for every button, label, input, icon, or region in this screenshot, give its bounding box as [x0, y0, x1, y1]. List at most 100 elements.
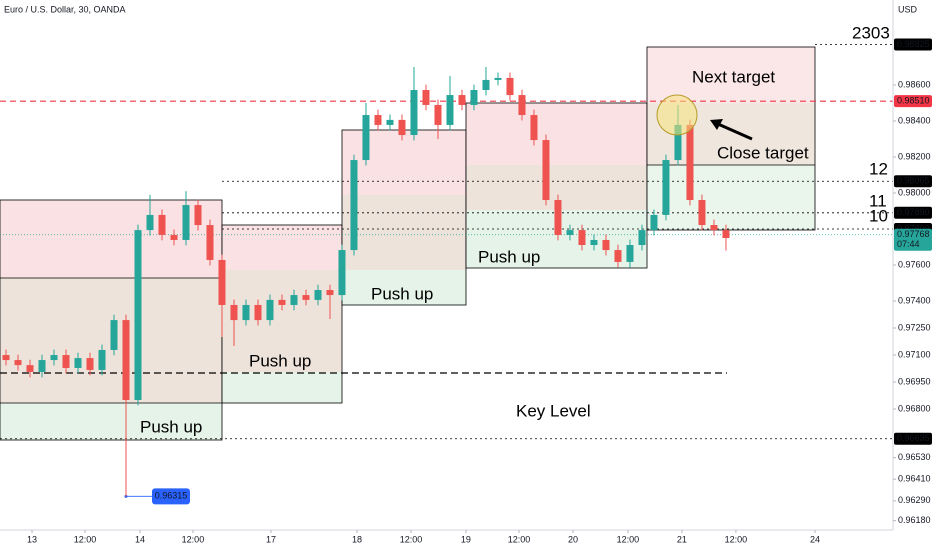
last-price-bg — [894, 228, 932, 251]
currency: USD — [898, 4, 918, 14]
annotation: Next target — [692, 67, 775, 86]
candle-body — [206, 225, 214, 260]
candle-body — [266, 299, 274, 321]
candle-body — [698, 200, 706, 226]
candle-body — [122, 320, 130, 401]
candle-body — [398, 119, 406, 136]
candle-body — [554, 200, 562, 235]
candle-body — [2, 355, 10, 361]
candle-body — [566, 230, 574, 235]
price-label-bg — [894, 206, 932, 219]
candle-body — [194, 205, 202, 226]
y-tick-label: 0.98000 — [898, 187, 931, 197]
y-tick-label: 0.98400 — [898, 115, 931, 125]
candle-body — [86, 358, 94, 370]
y-tick-label: 0.96950 — [898, 376, 931, 386]
candle-body — [422, 90, 430, 105]
candle-body — [518, 95, 526, 116]
low-label-bg — [152, 488, 190, 505]
price-label: 0.96635 — [897, 433, 930, 443]
price-label-bg — [894, 95, 932, 108]
candle-body — [338, 250, 346, 296]
candle-body — [470, 90, 478, 105]
price-label: 0.97800 — [897, 223, 930, 233]
arrow-head — [710, 119, 723, 130]
candle-body — [14, 360, 22, 366]
candle-body — [386, 119, 394, 125]
price-label-bg — [894, 175, 932, 188]
y-tick-label: 0.97600 — [898, 259, 931, 269]
price-label-bg — [894, 432, 932, 445]
annotation: 12 — [869, 159, 888, 178]
price-label: 0.98065 — [897, 176, 930, 186]
countdown: 07:44 — [897, 239, 920, 249]
candle-body — [110, 320, 118, 350]
candle-body — [458, 95, 466, 105]
candle-body — [626, 245, 634, 262]
candle-body — [326, 290, 334, 296]
candle-body — [674, 124, 682, 161]
y-tick-label: 0.97250 — [898, 322, 931, 332]
candle-body — [170, 234, 178, 240]
candle-body — [650, 214, 658, 231]
x-tick-label: 17 — [266, 534, 276, 544]
x-tick-label: 12:00 — [617, 534, 640, 544]
candle-body — [446, 95, 454, 125]
candle-body — [158, 214, 166, 235]
candle-body — [482, 79, 490, 91]
x-tick-label: 20 — [568, 534, 578, 544]
candle-body — [350, 160, 358, 251]
candle-body — [230, 304, 238, 321]
annotation: Push up — [371, 284, 433, 303]
annotation: Push up — [478, 247, 540, 266]
candle-body — [134, 230, 142, 401]
x-tick-label: 21 — [677, 534, 687, 544]
candle-body — [50, 355, 58, 361]
y-tick-label: 0.96290 — [898, 495, 931, 505]
price-label: 0.98825 — [897, 39, 930, 49]
candle-body — [542, 140, 550, 201]
candle-body — [146, 214, 154, 231]
candle-body — [74, 358, 82, 368]
x-tick-label: 12:00 — [400, 534, 423, 544]
candle-body — [182, 205, 190, 240]
candle-body — [530, 115, 538, 141]
annotations: Push up Push up Push up Push up Next tar… — [140, 23, 890, 436]
candle-body — [434, 104, 442, 125]
target-circle — [656, 94, 698, 136]
low-label: 0.96315 — [155, 491, 188, 501]
candle-body — [662, 160, 670, 215]
candle-body — [578, 230, 586, 246]
candle-body — [278, 299, 286, 305]
x-tick-label: 12:00 — [508, 534, 531, 544]
candle-body — [614, 250, 622, 262]
price-label: 0.98510 — [897, 96, 930, 106]
axes: 0.98600 0.98400 0.98200 0.98000 0.97600 0.974… — [27, 38, 932, 544]
candle-body — [590, 239, 598, 246]
candle-body — [506, 77, 514, 96]
candle-body — [638, 230, 646, 246]
candle-body — [710, 225, 718, 231]
candle-body — [290, 295, 298, 305]
candle-body — [410, 90, 418, 136]
y-tick-label: 0.97100 — [898, 349, 931, 359]
annotation: 2303 — [852, 23, 890, 42]
candle-body — [686, 124, 694, 201]
y-tick-label: 0.96180 — [898, 515, 931, 525]
y-tick-label: 0.98600 — [898, 79, 931, 89]
annotation: Push up — [249, 351, 311, 370]
x-tick-label: 12:00 — [74, 534, 97, 544]
candle-body — [26, 365, 34, 372]
annotation: Key Level — [516, 401, 591, 420]
y-tick-label: 0.96530 — [898, 452, 931, 462]
candle-body — [602, 239, 610, 251]
annotation: Close target — [717, 143, 809, 162]
candle-body — [374, 115, 382, 125]
last-price-label: 0.97768 — [897, 229, 930, 239]
arrow — [717, 122, 753, 141]
candle-body — [302, 295, 310, 300]
annotation: 10 — [869, 206, 888, 225]
y-tick-label: 0.96800 — [898, 403, 931, 413]
candle-body — [98, 349, 106, 370]
candle-body — [362, 115, 370, 161]
